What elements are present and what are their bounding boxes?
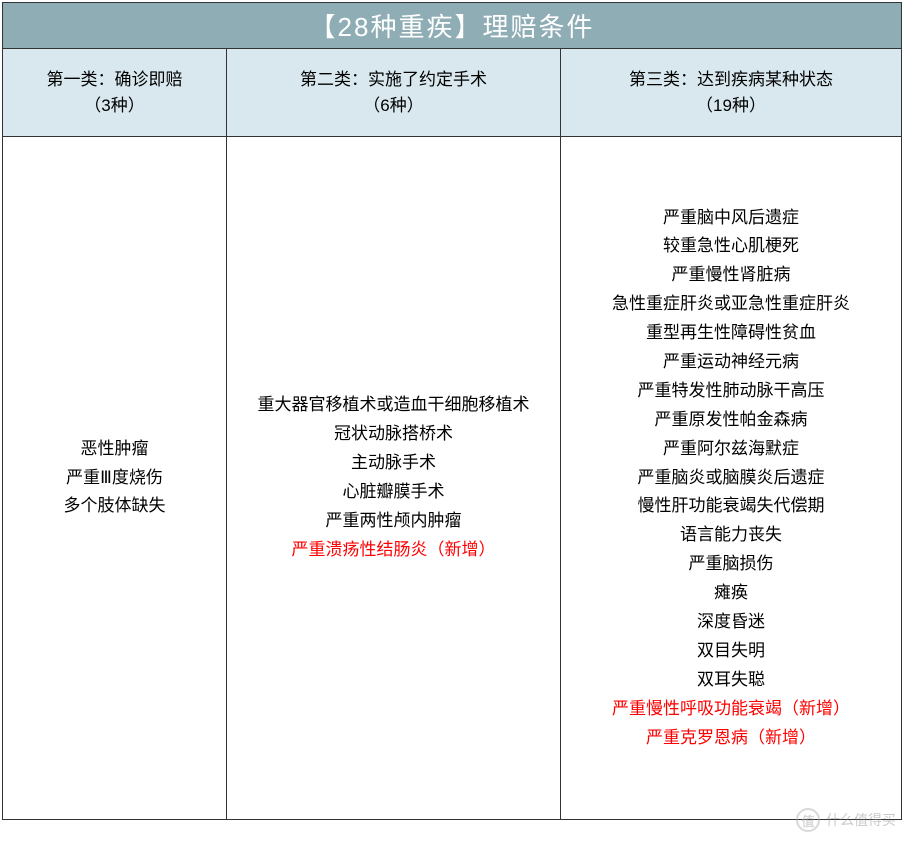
disease-item: 冠状动脉搭桥术 xyxy=(334,420,453,449)
disease-item: 严重脑损伤 xyxy=(689,550,774,579)
disease-item: 严重阿尔兹海默症 xyxy=(663,435,799,464)
body-row: 恶性肿瘤严重Ⅲ度烧伤多个肢体缺失 重大器官移植术或造血干细胞移植术冠状动脉搭桥术… xyxy=(3,137,901,819)
watermark-icon: 值 xyxy=(796,808,820,832)
header-2-line2: （6种） xyxy=(231,93,556,119)
disease-item: 深度昏迷 xyxy=(697,608,765,637)
header-1-line2: （3种） xyxy=(7,93,222,119)
header-3-line1: 第三类：达到疾病某种状态 xyxy=(565,67,897,93)
watermark: 值 什么值得买 xyxy=(796,808,896,832)
disease-item: 严重Ⅲ度烧伤 xyxy=(66,464,163,493)
disease-item: 心脏瓣膜手术 xyxy=(343,478,445,507)
title-bar: 【28种重疾】理赔条件 xyxy=(3,3,901,49)
disease-item: 双耳失聪 xyxy=(697,666,765,695)
disease-item: 恶性肿瘤 xyxy=(81,435,149,464)
disease-item: 多个肢体缺失 xyxy=(64,492,166,521)
disease-item: 严重运动神经元病 xyxy=(663,348,799,377)
disease-item: 严重溃疡性结肠炎（新增） xyxy=(292,536,496,565)
watermark-label: 什么值得买 xyxy=(826,810,896,830)
header-cell-1: 第一类：确诊即赔 （3种） xyxy=(3,49,227,136)
disease-item: 主动脉手术 xyxy=(351,449,436,478)
disease-item: 严重原发性帕金森病 xyxy=(655,406,808,435)
disease-item: 较重急性心肌梗死 xyxy=(663,232,799,261)
disease-item: 瘫痪 xyxy=(714,579,748,608)
disease-item: 语言能力丧失 xyxy=(680,521,782,550)
header-1-line1: 第一类：确诊即赔 xyxy=(7,67,222,93)
disease-item: 双目失明 xyxy=(697,637,765,666)
disease-item: 急性重症肝炎或亚急性重症肝炎 xyxy=(612,290,850,319)
body-cell-1: 恶性肿瘤严重Ⅲ度烧伤多个肢体缺失 xyxy=(3,137,227,819)
body-cell-3: 严重脑中风后遗症较重急性心肌梗死严重慢性肾脏病急性重症肝炎或亚急性重症肝炎重型再… xyxy=(561,137,901,819)
disease-item: 重大器官移植术或造血干细胞移植术 xyxy=(258,391,530,420)
table-container: 【28种重疾】理赔条件 第一类：确诊即赔 （3种） 第二类：实施了约定手术 （6… xyxy=(2,2,902,820)
disease-item: 严重两性颅内肿瘤 xyxy=(326,507,462,536)
disease-item: 严重克罗恩病（新增） xyxy=(646,724,816,753)
header-cell-3: 第三类：达到疾病某种状态 （19种） xyxy=(561,49,901,136)
disease-item: 严重脑中风后遗症 xyxy=(663,204,799,233)
header-row: 第一类：确诊即赔 （3种） 第二类：实施了约定手术 （6种） 第三类：达到疾病某… xyxy=(3,49,901,137)
title-suffix: 】 xyxy=(454,12,482,42)
disease-item: 严重脑炎或脑膜炎后遗症 xyxy=(638,464,825,493)
header-cell-2: 第二类：实施了约定手术 （6种） xyxy=(227,49,561,136)
title-tail: 理赔条件 xyxy=(482,12,594,42)
disease-item: 重型再生性障碍性贫血 xyxy=(646,319,816,348)
disease-item: 严重慢性肾脏病 xyxy=(672,261,791,290)
header-2-line1: 第二类：实施了约定手术 xyxy=(231,67,556,93)
disease-item: 严重特发性肺动脉干高压 xyxy=(638,377,825,406)
header-3-line2: （19种） xyxy=(565,93,897,119)
body-cell-2: 重大器官移植术或造血干细胞移植术冠状动脉搭桥术主动脉手术心脏瓣膜手术严重两性颅内… xyxy=(227,137,561,819)
disease-item: 严重慢性呼吸功能衰竭（新增） xyxy=(612,695,850,724)
title-main: 28种重疾 xyxy=(338,12,455,42)
title-prefix: 【 xyxy=(310,12,338,42)
disease-item: 慢性肝功能衰竭失代偿期 xyxy=(638,492,825,521)
watermark-icon-text: 值 xyxy=(801,811,814,830)
